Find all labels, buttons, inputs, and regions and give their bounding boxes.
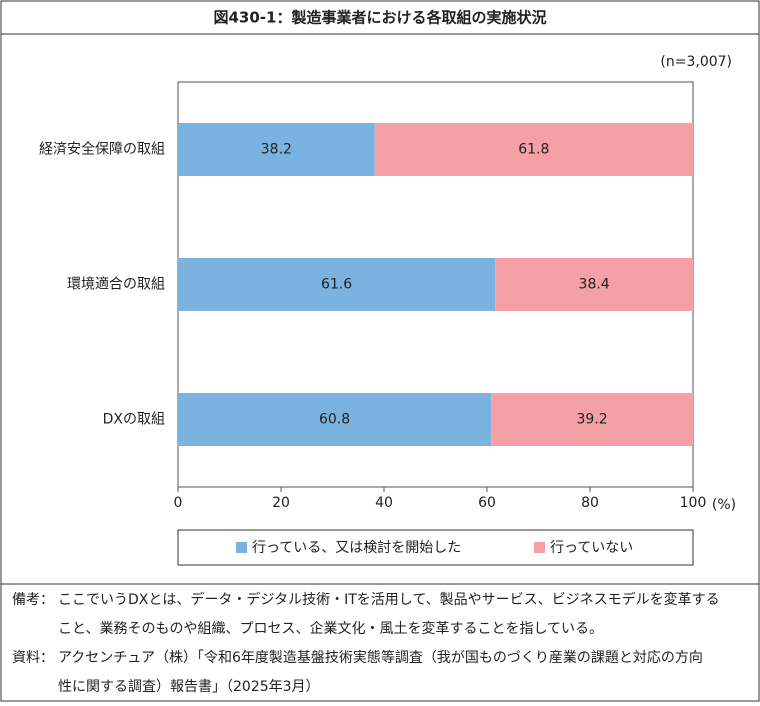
legend-label: 行っている、又は検討を開始した — [252, 540, 461, 556]
y-tick-label: 経済安全保障の取組 — [39, 141, 165, 158]
note-text: アクセンチュア（株）「令和6年度製造基盤技術実態等調査（我が国ものづくり産業の課… — [58, 649, 703, 666]
legend-swatch — [534, 542, 545, 553]
note-text: 性に関する調査）報告書」（2025年3月） — [58, 679, 320, 695]
bar-segment — [178, 258, 496, 311]
value-label: 61.6 — [321, 277, 352, 293]
value-label: 39.2 — [576, 412, 607, 428]
value-label: 38.4 — [579, 277, 610, 293]
legend-box — [177, 529, 694, 566]
bar-segment — [178, 123, 375, 176]
bar-segment — [178, 393, 492, 446]
x-tick-label: 40 — [375, 495, 393, 511]
bar-segment — [491, 393, 693, 446]
x-tick-label: 100 — [680, 495, 707, 511]
value-label: 60.8 — [319, 412, 350, 428]
note-label: 資料： — [12, 650, 54, 666]
chart-title: 図430-1：製造事業者における各取組の実施状況 — [214, 9, 547, 27]
y-tick-label: 環境適合の取組 — [67, 276, 165, 293]
y-tick-label: DXの取組 — [103, 412, 165, 428]
value-label: 38.2 — [261, 142, 292, 158]
x-tick-label: 60 — [478, 495, 496, 511]
note-text: ここでいうDXとは、データ・デジタル技術・ITを活用して、製品やサービス、ビジネ… — [58, 591, 720, 608]
annotation: (n=3,007) — [660, 54, 732, 70]
bar-segment — [374, 123, 693, 176]
value-label: 61.8 — [518, 142, 549, 158]
x-tick-label: 20 — [272, 495, 290, 511]
legend-swatch — [236, 542, 247, 553]
legend-label: 行っていない — [550, 540, 633, 556]
note-text: こと、業務そのものや組織、プロセス、企業文化・風土を変革することを指している。 — [58, 620, 603, 637]
bar-segment — [495, 258, 693, 311]
x-axis-label: (%) — [712, 497, 736, 513]
x-tick-label: 80 — [581, 495, 599, 511]
note-label: 備考： — [12, 592, 54, 608]
x-tick-label: 0 — [174, 495, 183, 511]
